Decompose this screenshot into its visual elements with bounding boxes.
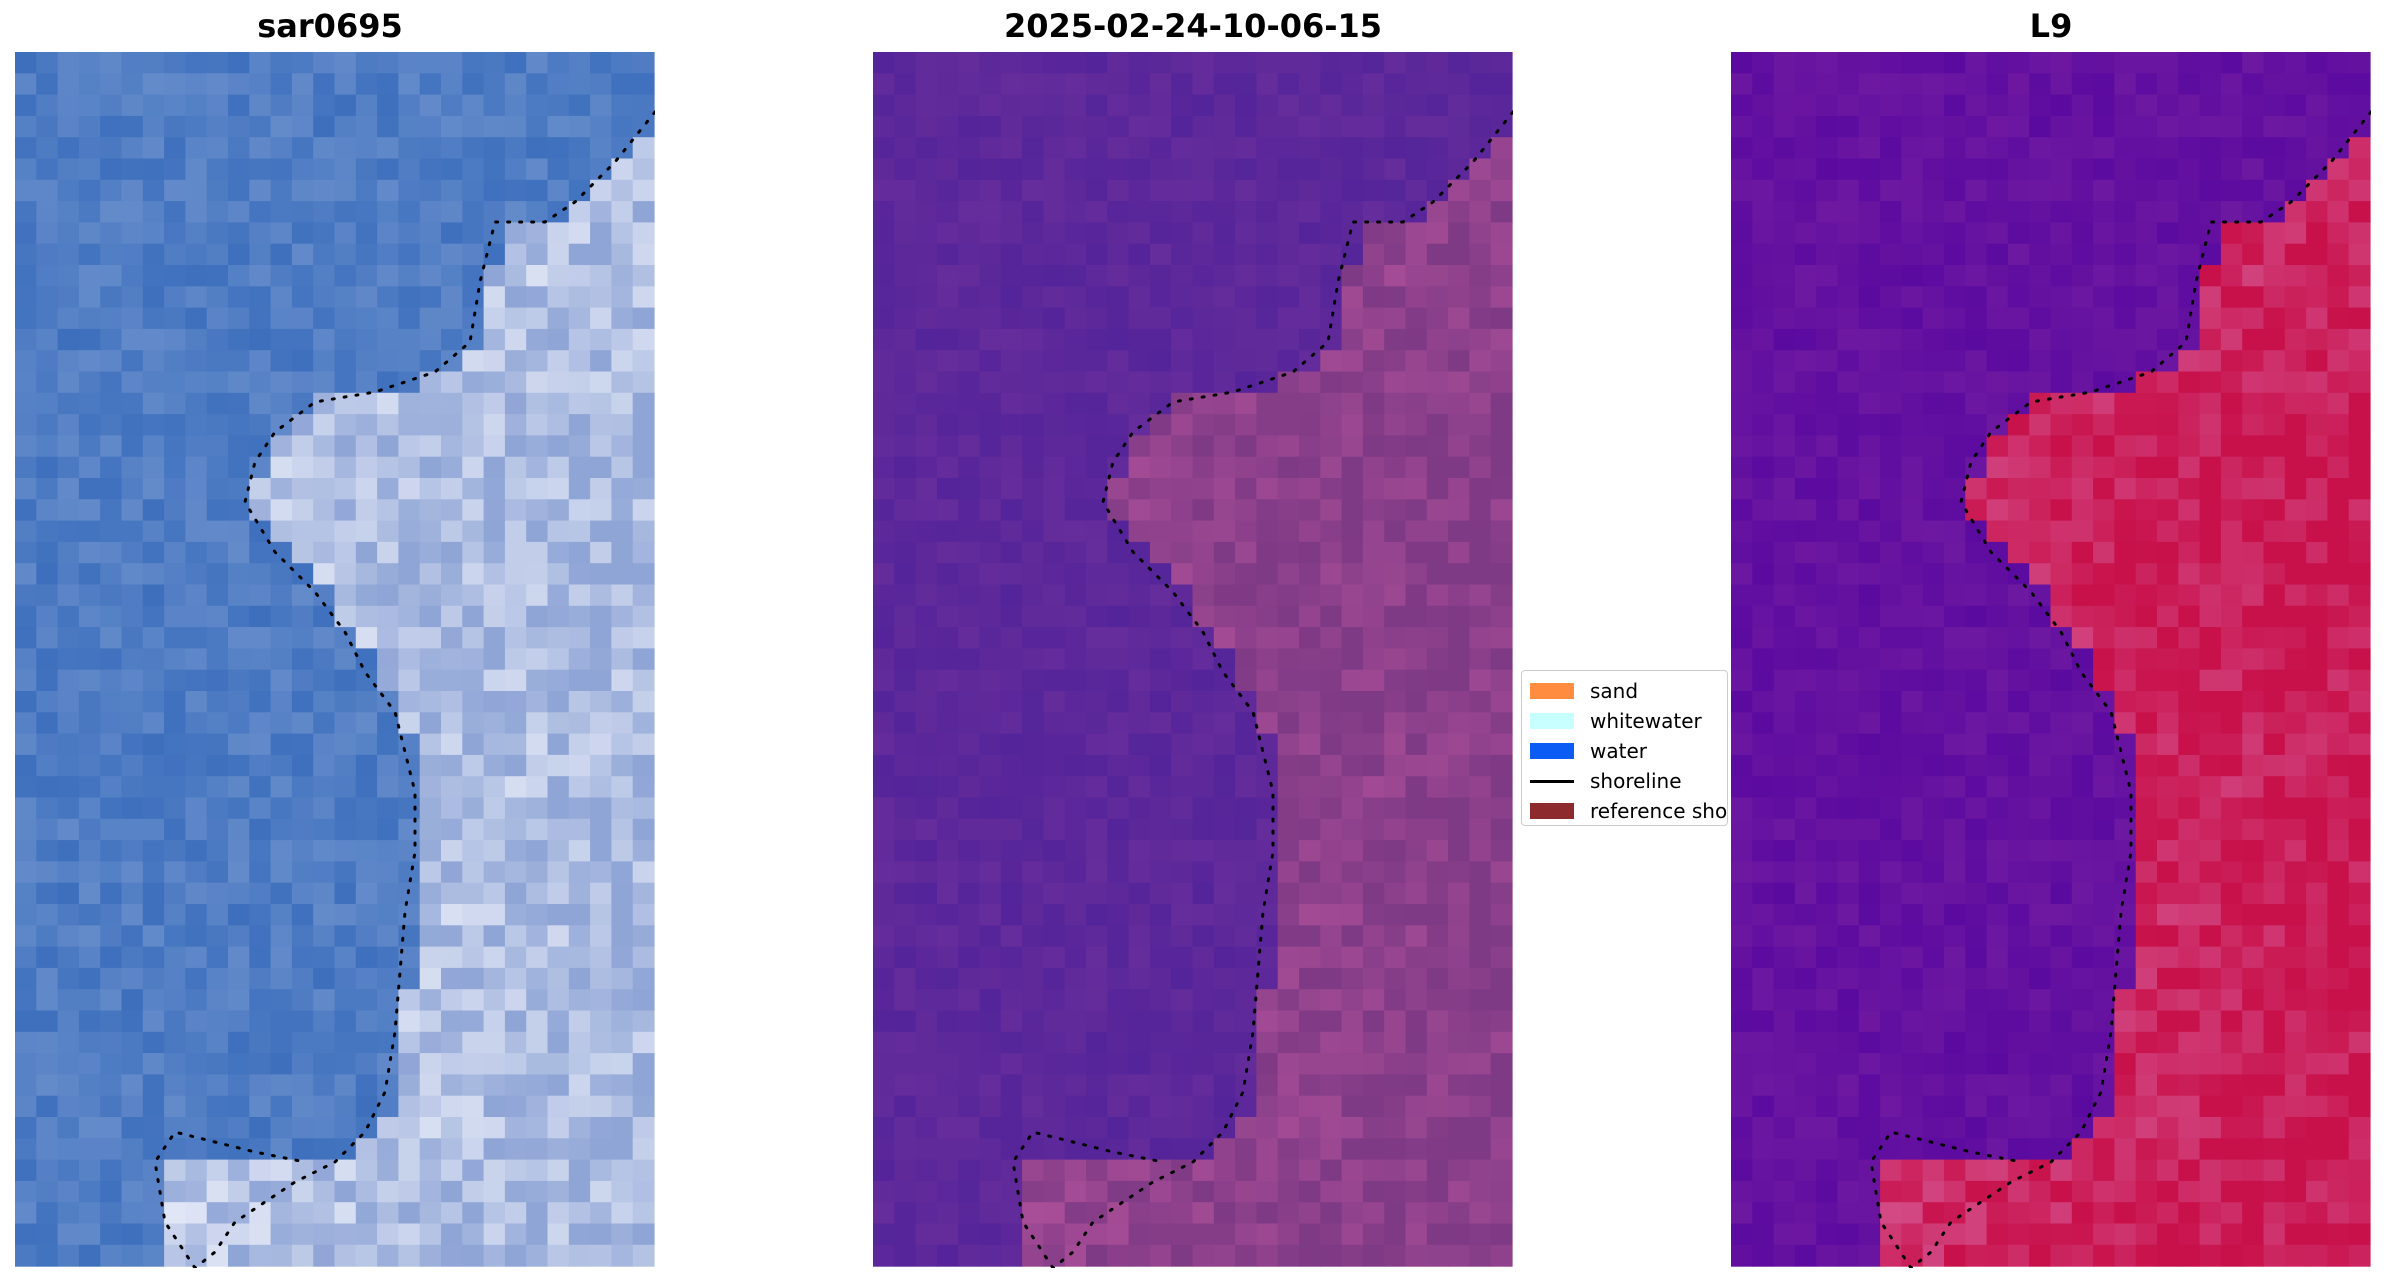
- legend-item-whitewater: whitewater: [1530, 709, 1702, 733]
- legend-label-whitewater: whitewater: [1590, 709, 1702, 733]
- water-swatch: [1530, 743, 1574, 759]
- shoreline-line-swatch: [1530, 779, 1574, 783]
- panel-title-satellite: L9: [2029, 7, 2073, 45]
- rgb-image-panel: [15, 52, 655, 1268]
- legend-item-reference-shoreline: reference shoreline: [1530, 799, 1728, 823]
- legend-label-reference-shoreline: reference shoreline: [1590, 799, 1728, 823]
- panel-title-image: sar0695: [257, 7, 403, 45]
- mndwi-image-panel: [1731, 52, 2371, 1268]
- legend-label-sand: sand: [1590, 679, 1639, 703]
- legend-label-shoreline: shoreline: [1590, 769, 1682, 793]
- legend-item-sand: sand: [1530, 679, 1638, 703]
- legend-item-shoreline: shoreline: [1530, 769, 1682, 793]
- panel-title-date: 2025-02-24-10-06-15: [1003, 7, 1383, 45]
- whitewater-swatch: [1530, 713, 1574, 729]
- legend-label-water: water: [1590, 739, 1647, 763]
- shoreline-dotted-line: [1051, 110, 1513, 1268]
- legend-item-water: water: [1530, 739, 1647, 763]
- rgb-raster: [15, 52, 655, 1268]
- classification-raster: [873, 52, 1513, 1268]
- shoreline-dotted-line: [193, 110, 655, 1268]
- sand-swatch: [1530, 683, 1574, 699]
- reference-shoreline-swatch: [1530, 803, 1574, 819]
- legend: sand whitewater water shoreline referenc…: [1521, 670, 1728, 826]
- classification-image-panel: [873, 52, 1513, 1268]
- mndwi-raster: [1731, 52, 2371, 1268]
- shoreline-dotted-line: [1909, 110, 2371, 1268]
